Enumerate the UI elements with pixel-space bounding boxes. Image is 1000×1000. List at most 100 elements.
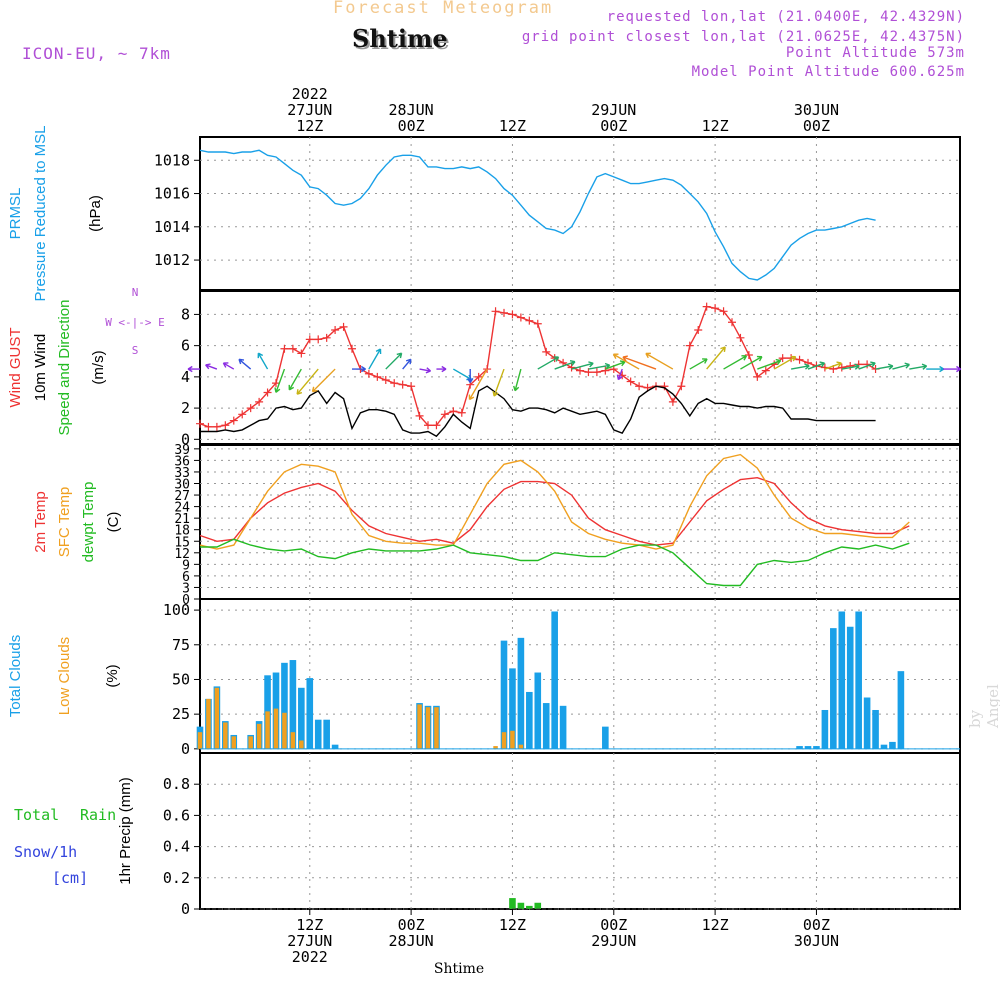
gust-marker xyxy=(576,366,584,375)
total-clouds-bar xyxy=(863,697,871,749)
top-time-label: 30JUN xyxy=(794,101,839,119)
y-tick-label: 39 xyxy=(174,443,190,458)
total-clouds-bar xyxy=(551,611,558,749)
wind-direction-arrow xyxy=(222,362,235,370)
gust-marker xyxy=(719,307,728,316)
total-clouds-bar xyxy=(855,611,862,749)
gridpoint-coords: grid point closest lon,lat (21.0625E, 42… xyxy=(521,29,965,45)
y-tick-label: 33 xyxy=(174,466,190,481)
bottom-time-label: 30JUN xyxy=(794,932,839,950)
gust-marker xyxy=(339,322,348,331)
top-time-label: 29JUN xyxy=(591,101,636,119)
y-tick-label: 50 xyxy=(172,670,190,688)
y-tick-label: 0.4 xyxy=(163,838,190,856)
total-clouds-bar xyxy=(289,660,297,749)
wind-direction-arrow xyxy=(841,363,860,370)
credit-watermark: by Angel xyxy=(966,684,1000,728)
y-tick-label: 0 xyxy=(181,430,190,448)
y-tick-label: 0.6 xyxy=(163,806,190,824)
total-clouds-bar xyxy=(526,691,533,749)
gust-marker xyxy=(440,410,449,419)
wind-direction-arrow xyxy=(706,346,726,370)
panel-precip: 0 0.2 0.4 0.6 0.8 Total Rain Snow/1h [cm] 1hr Pre… xyxy=(14,752,961,918)
y-tick-label: 1016 xyxy=(154,185,190,203)
gust-marker xyxy=(238,410,247,419)
wind-direction-arrow xyxy=(187,365,200,373)
bottom-time-label: 12Z xyxy=(499,916,526,934)
top-time-label: 00Z xyxy=(803,117,830,135)
wind-direction-arrow xyxy=(616,368,623,381)
low-clouds-bar xyxy=(501,732,507,749)
wind-direction-arrow xyxy=(740,355,763,370)
gust-marker xyxy=(744,351,753,360)
y-tick-label: 12 xyxy=(174,547,190,562)
total-clouds-bar xyxy=(838,611,846,749)
gust-marker xyxy=(212,422,221,431)
gust-marker xyxy=(846,361,855,370)
low-clouds-bar xyxy=(248,736,253,749)
panel-label: 2m Temp xyxy=(32,491,49,552)
gust-marker xyxy=(542,347,551,356)
total-rain-bar xyxy=(526,905,533,909)
y-tick-label: 3 xyxy=(182,581,190,596)
total-clouds-bar xyxy=(323,719,330,749)
panel-label: (hPa) xyxy=(87,195,104,232)
wind-direction-arrow xyxy=(773,355,797,370)
y-tick-label: 1018 xyxy=(154,151,190,169)
total-rain-bar xyxy=(534,902,542,909)
total-clouds-bar xyxy=(281,662,288,749)
wind-direction-arrow xyxy=(296,368,319,395)
gust-marker xyxy=(508,310,517,319)
y-tick-label: 0 xyxy=(182,593,190,608)
wind-direction-arrow xyxy=(926,365,945,373)
y-tick-label: 8 xyxy=(181,305,190,323)
wind-direction-arrow xyxy=(723,355,748,370)
wind-direction-arrow xyxy=(436,365,447,373)
wind-direction-arrow xyxy=(858,361,876,370)
low-clouds-bar xyxy=(510,730,515,749)
low-clouds-bar xyxy=(299,740,304,749)
wind-direction-arrow xyxy=(571,361,594,370)
total-clouds-bar xyxy=(509,668,516,749)
wind-direction-arrow xyxy=(368,348,382,370)
total-rain-bar xyxy=(509,898,516,909)
total-clouds-bar xyxy=(830,628,837,749)
gust-marker xyxy=(567,363,576,372)
gust-marker xyxy=(668,397,677,406)
wind-direction-arrow xyxy=(612,353,640,370)
gust-marker xyxy=(424,421,432,430)
total-clouds-bar xyxy=(796,746,803,749)
wind-direction-arrow xyxy=(892,362,910,370)
panel-label: Total xyxy=(14,806,59,824)
panel-label: 10m Wind xyxy=(32,334,49,402)
gust-marker xyxy=(474,372,483,381)
y-tick-label: 100 xyxy=(163,601,190,619)
bottom-time-label: 28JUN xyxy=(389,932,434,950)
top-time-label: 00Z xyxy=(600,117,627,135)
gust-marker xyxy=(660,382,669,391)
gust-marker xyxy=(229,416,238,425)
y-tick-label: 30 xyxy=(174,478,190,493)
gust-marker xyxy=(702,302,711,311)
y-tick-label: 0.2 xyxy=(163,869,190,887)
wind-direction-arrow xyxy=(467,369,474,384)
wind-direction-arrow xyxy=(402,358,412,370)
bottom-time-label: 12Z xyxy=(702,916,729,934)
low-clouds-bar xyxy=(282,712,287,749)
y-tick-label: 0.8 xyxy=(163,775,190,793)
low-clouds-bar xyxy=(214,687,220,749)
wind-direction-arrow xyxy=(419,367,432,374)
gust-marker xyxy=(584,368,593,377)
panel-wind: 0 2 4 6 8 Wind GUST 10m Wind Speed and Directio… xyxy=(7,286,962,448)
gust-marker xyxy=(483,365,492,374)
panel-pressure: 1012 1014 1016 1018 PRMSL Pressure Reduced to… xyxy=(7,126,961,301)
panel-frame xyxy=(199,598,961,754)
wind-direction-arrow xyxy=(468,368,488,401)
low-clouds-bar xyxy=(231,736,237,749)
total-clouds-bar xyxy=(298,687,305,749)
y-tick-label: 18 xyxy=(174,524,190,539)
total-clouds-bar xyxy=(880,744,888,749)
gust-marker xyxy=(592,368,601,377)
gust-marker xyxy=(432,421,441,430)
